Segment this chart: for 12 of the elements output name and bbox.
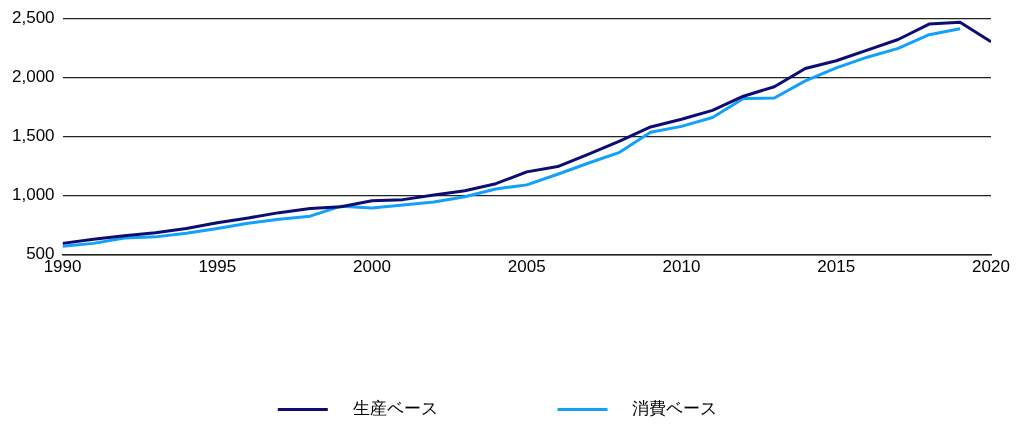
legend-label: 消費ベース (616, 397, 718, 418)
x-tick-label: 2020 (972, 257, 1010, 277)
legend-label: 生産ベース (336, 397, 438, 418)
x-tick-label: 2000 (353, 257, 391, 277)
y-tick-label: 2,500 (11, 7, 55, 27)
x-tick-label: 1995 (198, 257, 237, 277)
x-tick-label: 2010 (662, 257, 701, 277)
y-tick-label: 1,000 (11, 185, 55, 205)
y-tick-label: 2,000 (11, 66, 55, 86)
y-tick-label: 1,500 (11, 126, 55, 146)
x-tick-label: 2015 (817, 257, 856, 277)
x-tick-label: 2005 (507, 257, 546, 277)
